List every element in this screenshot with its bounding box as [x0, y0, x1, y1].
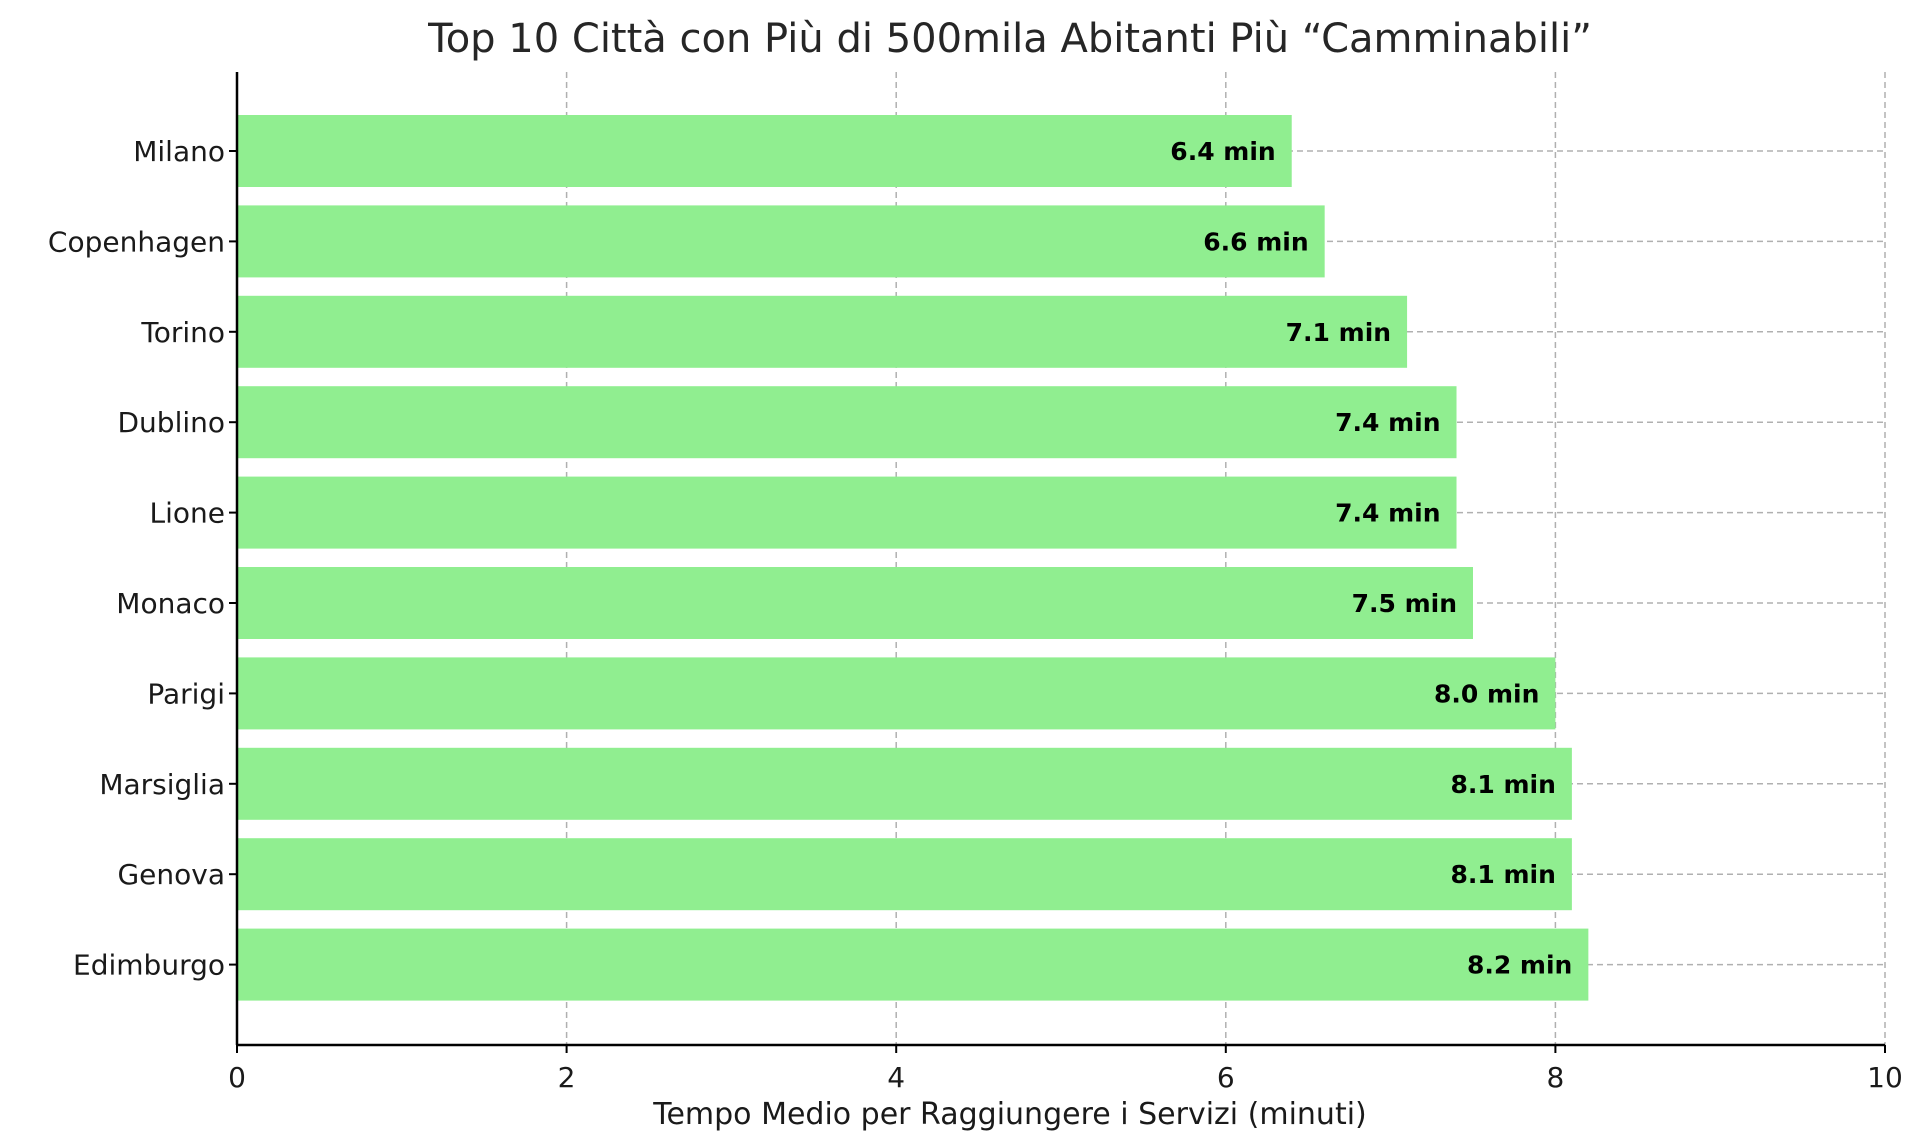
x-tick-label: 4 [887, 1061, 905, 1094]
data-label: 8.1 min [1450, 860, 1555, 889]
data-label: 7.4 min [1335, 408, 1440, 437]
y-tick-label: Marsiglia [99, 768, 225, 801]
x-axis-label: Tempo Medio per Raggiungere i Servizi (m… [652, 1097, 1367, 1132]
axes [229, 72, 1886, 1053]
data-label: 7.5 min [1352, 589, 1457, 618]
tick-labels: 0 2 4 6 8 10 Milano Copenhagen Torino Dublino Lion… [48, 135, 1903, 1094]
data-label: 6.4 min [1170, 137, 1275, 166]
bar-monaco [237, 567, 1473, 639]
bar-marsiglia [237, 747, 1572, 820]
bar-dublino [237, 386, 1457, 459]
x-tick-label: 6 [1217, 1061, 1235, 1094]
x-tick-label: 8 [1546, 1061, 1564, 1094]
bar-edimburgo [237, 928, 1589, 1001]
y-tick-label: Torino [140, 316, 225, 349]
y-tick-label: Copenhagen [48, 225, 225, 258]
bar-lione [237, 476, 1457, 549]
data-label: 8.0 min [1434, 679, 1539, 708]
y-tick-label: Dublino [117, 406, 225, 439]
y-tick-label: Genova [117, 858, 225, 891]
bar-genova [237, 838, 1572, 911]
bar-torino [237, 295, 1408, 368]
chart-title: Top 10 Città con Più di 500mila Abitanti… [427, 16, 1592, 62]
x-tick-label: 2 [558, 1061, 576, 1094]
y-tick-label: Lione [150, 497, 225, 530]
data-label: 7.4 min [1335, 499, 1440, 528]
data-label: 8.1 min [1450, 770, 1555, 799]
data-label: 6.6 min [1203, 227, 1308, 256]
bar-parigi [237, 657, 1556, 730]
y-tick-label: Edimburgo [73, 949, 225, 982]
y-tick-label: Monaco [116, 587, 225, 620]
x-tick-label: 0 [228, 1061, 246, 1094]
x-tick-label: 10 [1867, 1061, 1903, 1094]
bars [237, 115, 1589, 1001]
data-label: 7.1 min [1286, 318, 1391, 347]
data-labels: 6.4 min 6.6 min 7.1 min 7.4 min 7.4 min 7.5 m… [1170, 137, 1572, 980]
y-tick-label: Parigi [147, 677, 225, 710]
y-tick-label: Milano [133, 135, 225, 168]
bar-milano [237, 115, 1292, 187]
bar-copenhagen [237, 205, 1325, 278]
data-label: 8.2 min [1467, 951, 1572, 980]
